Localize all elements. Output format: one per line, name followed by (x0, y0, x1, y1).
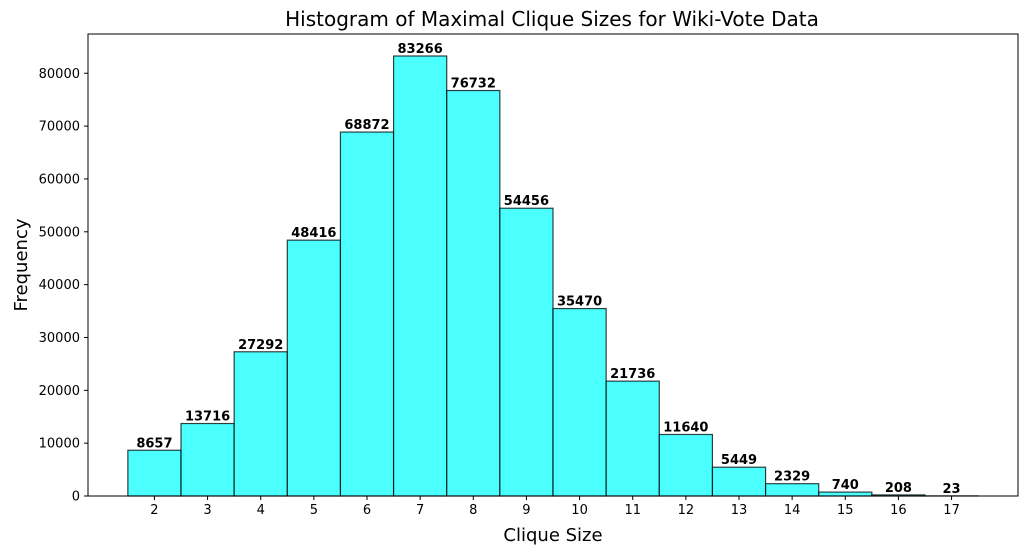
x-tick-label-3: 3 (203, 503, 211, 518)
y-tick-label-0: 0 (72, 490, 80, 505)
bar-2 (127, 449, 182, 497)
x-tick-label-7: 7 (416, 503, 424, 518)
bar-11 (605, 380, 660, 497)
bar-value-label-9: 54456 (504, 194, 549, 209)
x-tick-label-8: 8 (469, 503, 477, 518)
x-tick-label-2: 2 (150, 503, 158, 518)
bar-3 (180, 422, 235, 497)
x-tick-label-16: 16 (890, 503, 907, 518)
x-tick-label-17: 17 (943, 503, 960, 518)
bar-9 (499, 207, 554, 497)
bar-value-label-15: 740 (832, 478, 859, 493)
y-tick-label-40000: 40000 (39, 278, 80, 293)
x-axis-ticks: 2 3 4 5 6 7 8 9 10 11 12 13 14 15 16 17 (150, 496, 960, 518)
bar-value-label-3: 13716 (185, 410, 230, 425)
bar-value-label-16: 208 (885, 481, 912, 496)
y-tick-label-60000: 60000 (39, 172, 80, 187)
bar-value-label-5: 48416 (291, 226, 336, 241)
bar-10 (552, 307, 607, 497)
bars-layer (127, 55, 979, 497)
bar-value-label-13: 5449 (721, 453, 757, 468)
x-tick-label-4: 4 (257, 503, 265, 518)
x-tick-label-11: 11 (624, 503, 641, 518)
bar-value-label-6: 68872 (344, 118, 389, 133)
bar-value-label-17: 23 (943, 482, 961, 497)
y-axis-ticks: 0 10000 20000 30000 40000 50000 60000 70000 8000… (39, 67, 88, 505)
bar-value-label-4: 27292 (238, 338, 283, 353)
x-tick-label-12: 12 (678, 503, 695, 518)
x-tick-label-15: 15 (837, 503, 854, 518)
bar-7 (392, 55, 448, 497)
y-tick-label-10000: 10000 (39, 437, 80, 452)
x-tick-label-5: 5 (310, 503, 318, 518)
y-tick-label-70000: 70000 (39, 120, 80, 135)
bar-value-label-12: 11640 (663, 420, 708, 435)
bar-8 (446, 89, 501, 497)
bar-value-label-10: 35470 (557, 295, 602, 310)
bar-4 (233, 351, 288, 497)
y-tick-label-30000: 30000 (39, 331, 80, 346)
y-tick-label-20000: 20000 (39, 384, 80, 399)
bar-labels-layer: 8657 13716 27292 48416 68872 83266 76732 54456 3… (136, 42, 960, 497)
x-tick-label-6: 6 (363, 503, 371, 518)
bar-value-label-8: 76732 (451, 77, 496, 92)
bar-14 (764, 483, 820, 497)
bar-value-label-7: 83266 (398, 42, 443, 57)
x-tick-label-9: 9 (522, 503, 530, 518)
x-tick-label-10: 10 (571, 503, 588, 518)
bar-value-label-2: 8657 (136, 436, 172, 451)
bar-value-label-14: 2329 (774, 470, 810, 485)
bar-12 (658, 433, 714, 497)
plot-frame (87, 33, 1019, 497)
chart-title: Histogram of Maximal Clique Sizes for Wi… (285, 7, 819, 31)
bar-value-label-11: 21736 (610, 367, 655, 382)
y-tick-label-50000: 50000 (39, 225, 80, 240)
bar-6 (339, 131, 395, 497)
bar-13 (711, 466, 767, 497)
x-tick-label-13: 13 (731, 503, 748, 518)
bar-5 (286, 239, 342, 497)
y-tick-label-80000: 80000 (39, 67, 80, 82)
y-axis-label: Frequency (11, 218, 32, 311)
x-axis-label: Clique Size (503, 525, 602, 546)
x-tick-label-14: 14 (784, 503, 801, 518)
